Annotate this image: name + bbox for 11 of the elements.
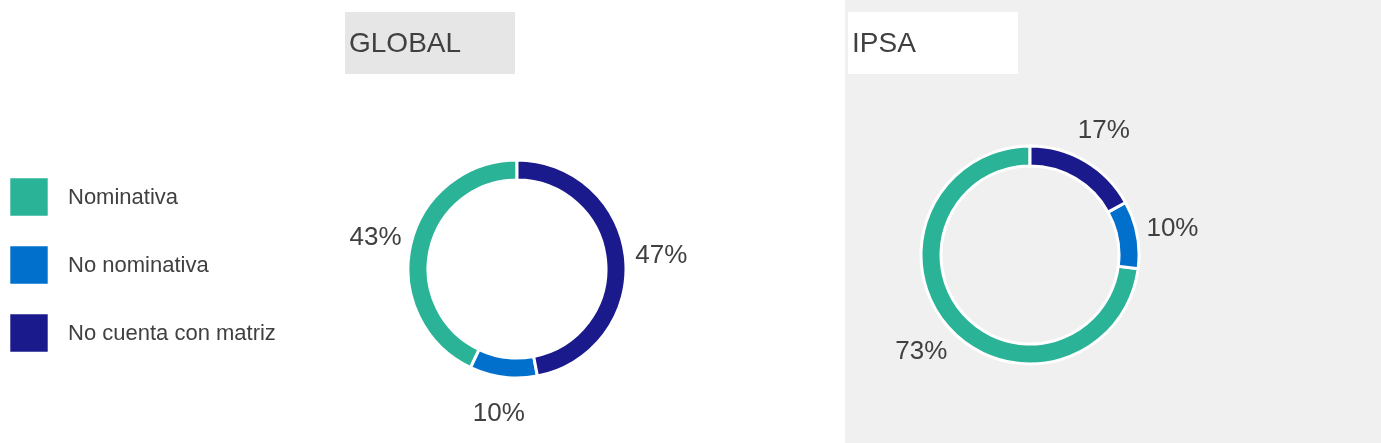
data-label: 10%	[472, 396, 525, 427]
legend-label: No cuenta con matriz	[68, 320, 276, 345]
data-label: 43%	[349, 221, 402, 252]
legend-label: No nominativa	[68, 252, 210, 277]
chart-title: IPSA	[848, 12, 1018, 74]
data-label: 47%	[635, 239, 688, 270]
data-label: 17%	[1077, 114, 1130, 145]
data-label: 73%	[895, 334, 948, 365]
data-label: 10%	[1146, 211, 1199, 242]
chart-title: GLOBAL	[345, 12, 515, 74]
legend-label: Nominativa	[68, 184, 179, 209]
